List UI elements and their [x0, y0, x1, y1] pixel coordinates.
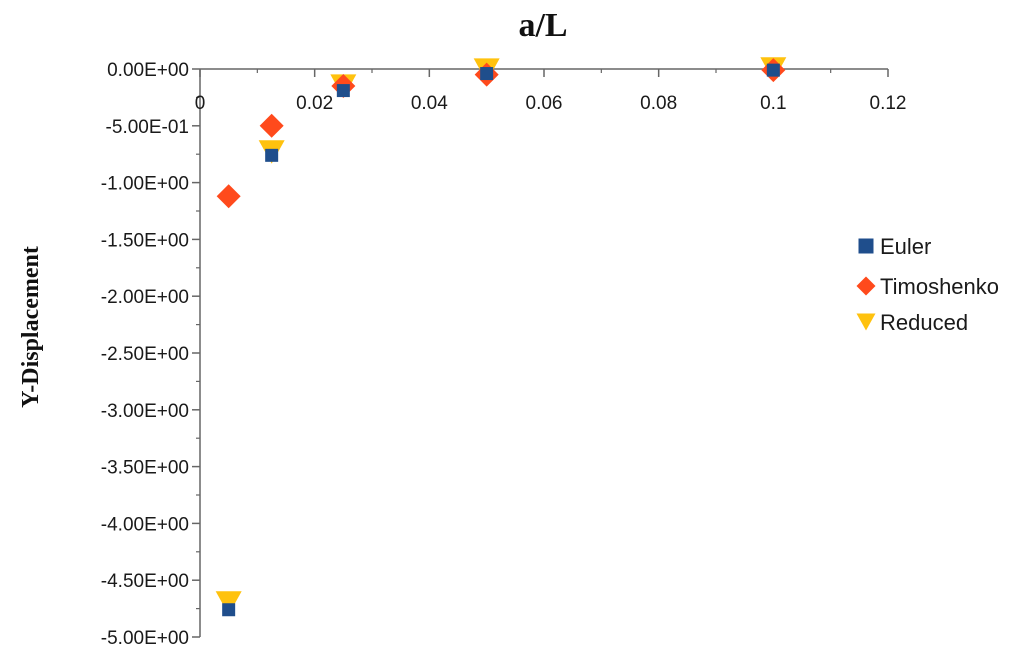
series-reduced: [215, 57, 787, 615]
y-tick-labels: 0.00E+00 -5.00E-01 -1.00E+00 -1.50E+00 -2.00…: [101, 60, 189, 649]
data-point: [222, 603, 236, 617]
legend: Euler Timoshenko Reduced: [856, 234, 999, 335]
series-euler: [222, 63, 780, 617]
x-tick-label: 0.04: [411, 93, 448, 114]
y-tick-label: -4.50E+00: [101, 571, 189, 592]
y-tick-label: -2.50E+00: [101, 344, 189, 365]
data-point: [766, 63, 780, 77]
y-tick-label: -1.00E+00: [101, 174, 189, 195]
x-tick-labels: 0 0.02 0.04 0.06 0.08 0.1 0.12: [195, 93, 907, 114]
legend-marker-timoshenko: [856, 276, 876, 296]
data-markers: [215, 57, 787, 617]
legend-marker-reduced: [856, 313, 876, 331]
y-tick-label: -2.00E+00: [101, 287, 189, 308]
legend-marker-euler: [858, 238, 874, 254]
y-tick-label: -4.00E+00: [101, 514, 189, 535]
legend-label-timoshenko: Timoshenko: [880, 274, 999, 299]
legend-label-euler: Euler: [880, 234, 931, 259]
data-point: [336, 84, 350, 98]
data-point: [259, 113, 284, 138]
y-tick-label: -3.00E+00: [101, 401, 189, 422]
x-tick-label: 0.08: [640, 93, 677, 114]
series-timoshenko: [216, 58, 786, 209]
x-tick-label: 0: [195, 93, 206, 114]
y-tick-label: -5.00E+00: [101, 628, 189, 649]
x-tick-label: 0.06: [526, 93, 563, 114]
data-point: [265, 148, 279, 162]
y-axis-title: Y-Displacement: [18, 246, 44, 408]
data-point: [480, 67, 494, 81]
y-tick-label: -5.00E-01: [106, 117, 189, 138]
y-tick-label: 0.00E+00: [107, 60, 189, 81]
x-tick-label: 0.12: [870, 93, 907, 114]
data-point: [215, 591, 242, 615]
x-axis-title: a/L: [518, 7, 567, 44]
x-tick-label: 0.1: [760, 93, 786, 114]
x-tick-label: 0.02: [296, 93, 333, 114]
y-tick-label: -1.50E+00: [101, 230, 189, 251]
data-point: [216, 184, 241, 209]
legend-label-reduced: Reduced: [880, 310, 968, 335]
y-tick-label: -3.50E+00: [101, 458, 189, 479]
axes: [192, 68, 889, 638]
